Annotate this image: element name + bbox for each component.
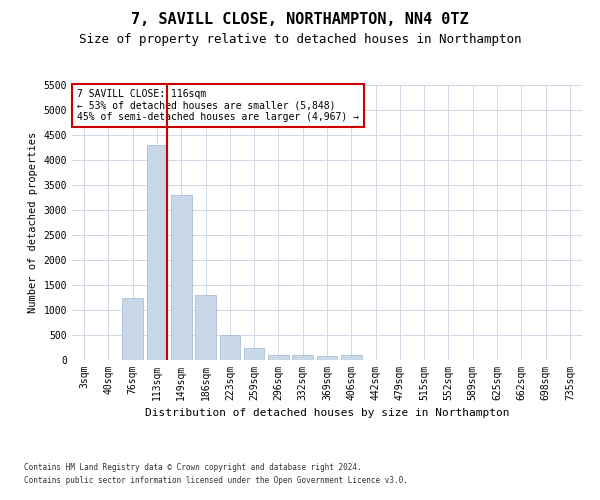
Bar	[268, 355, 289, 360]
Bar	[292, 355, 313, 360]
Bar	[195, 295, 216, 360]
Bar	[317, 356, 337, 360]
Bar	[122, 298, 143, 360]
Text: Contains public sector information licensed under the Open Government Licence v3: Contains public sector information licen…	[24, 476, 408, 485]
Bar	[220, 335, 240, 360]
Bar	[341, 355, 362, 360]
X-axis label: Distribution of detached houses by size in Northampton: Distribution of detached houses by size …	[145, 408, 509, 418]
Bar	[146, 145, 167, 360]
Bar	[244, 348, 265, 360]
Bar	[171, 195, 191, 360]
Text: Size of property relative to detached houses in Northampton: Size of property relative to detached ho…	[79, 32, 521, 46]
Text: Contains HM Land Registry data © Crown copyright and database right 2024.: Contains HM Land Registry data © Crown c…	[24, 464, 362, 472]
Text: 7 SAVILL CLOSE: 116sqm
← 53% of detached houses are smaller (5,848)
45% of semi-: 7 SAVILL CLOSE: 116sqm ← 53% of detached…	[77, 89, 359, 122]
Y-axis label: Number of detached properties: Number of detached properties	[28, 132, 38, 313]
Text: 7, SAVILL CLOSE, NORTHAMPTON, NN4 0TZ: 7, SAVILL CLOSE, NORTHAMPTON, NN4 0TZ	[131, 12, 469, 28]
